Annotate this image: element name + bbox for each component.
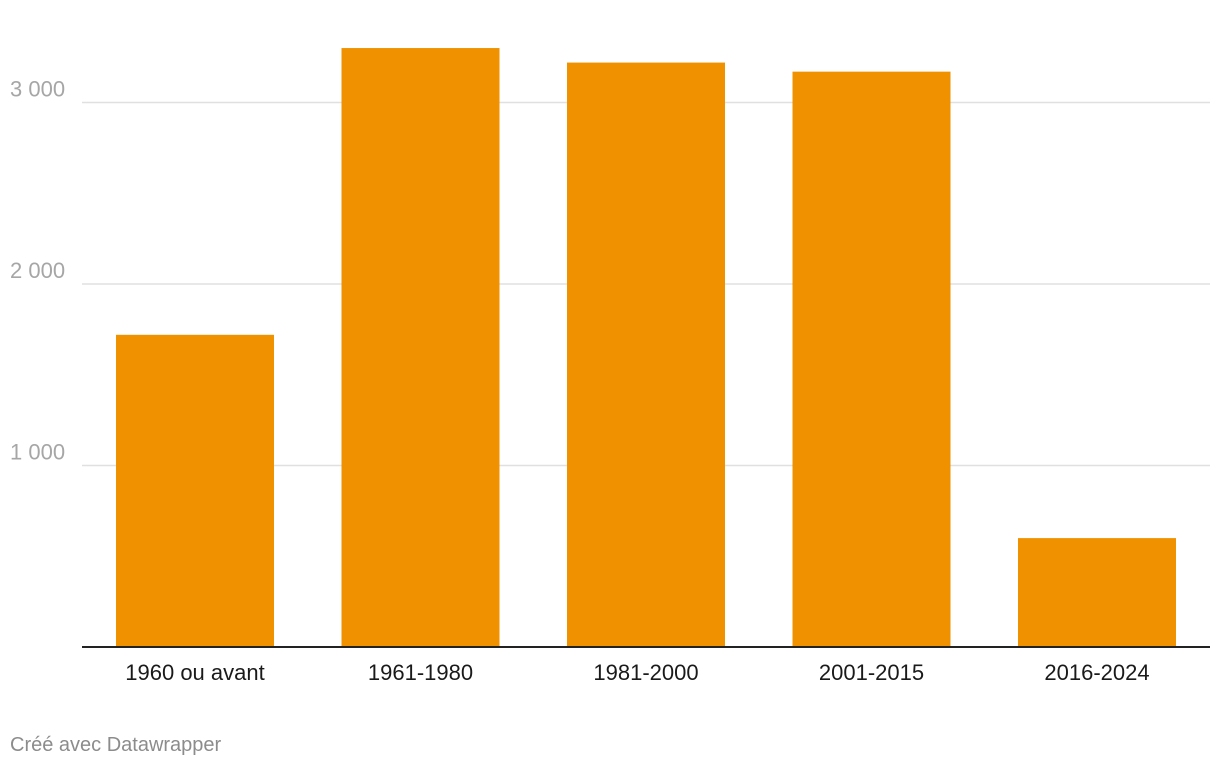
bar [341,48,500,648]
bar [792,71,951,647]
x-tick-label: 1961-1980 [368,660,473,685]
x-axis-ticks: 1960 ou avant 1961-1980 1981-2000 2001-2015… [125,660,1149,685]
x-tick-label: 1960 ou avant [125,660,264,685]
x-tick-label: 2001-2015 [819,660,924,685]
y-axis-ticks: 1 000 2 000 3 000 [10,77,65,465]
footer-credit: Créé avec Datawrapper [10,734,222,756]
y-tick-label: 1 000 [10,440,65,465]
x-tick-label: 1981-2000 [593,660,698,685]
x-tick-label: 2016-2024 [1044,660,1149,685]
bars [116,48,1176,648]
bar [116,334,274,647]
y-tick-label: 2 000 [10,258,65,283]
bar [1018,538,1176,647]
y-tick-label: 3 000 [10,77,65,102]
bar [567,62,725,647]
